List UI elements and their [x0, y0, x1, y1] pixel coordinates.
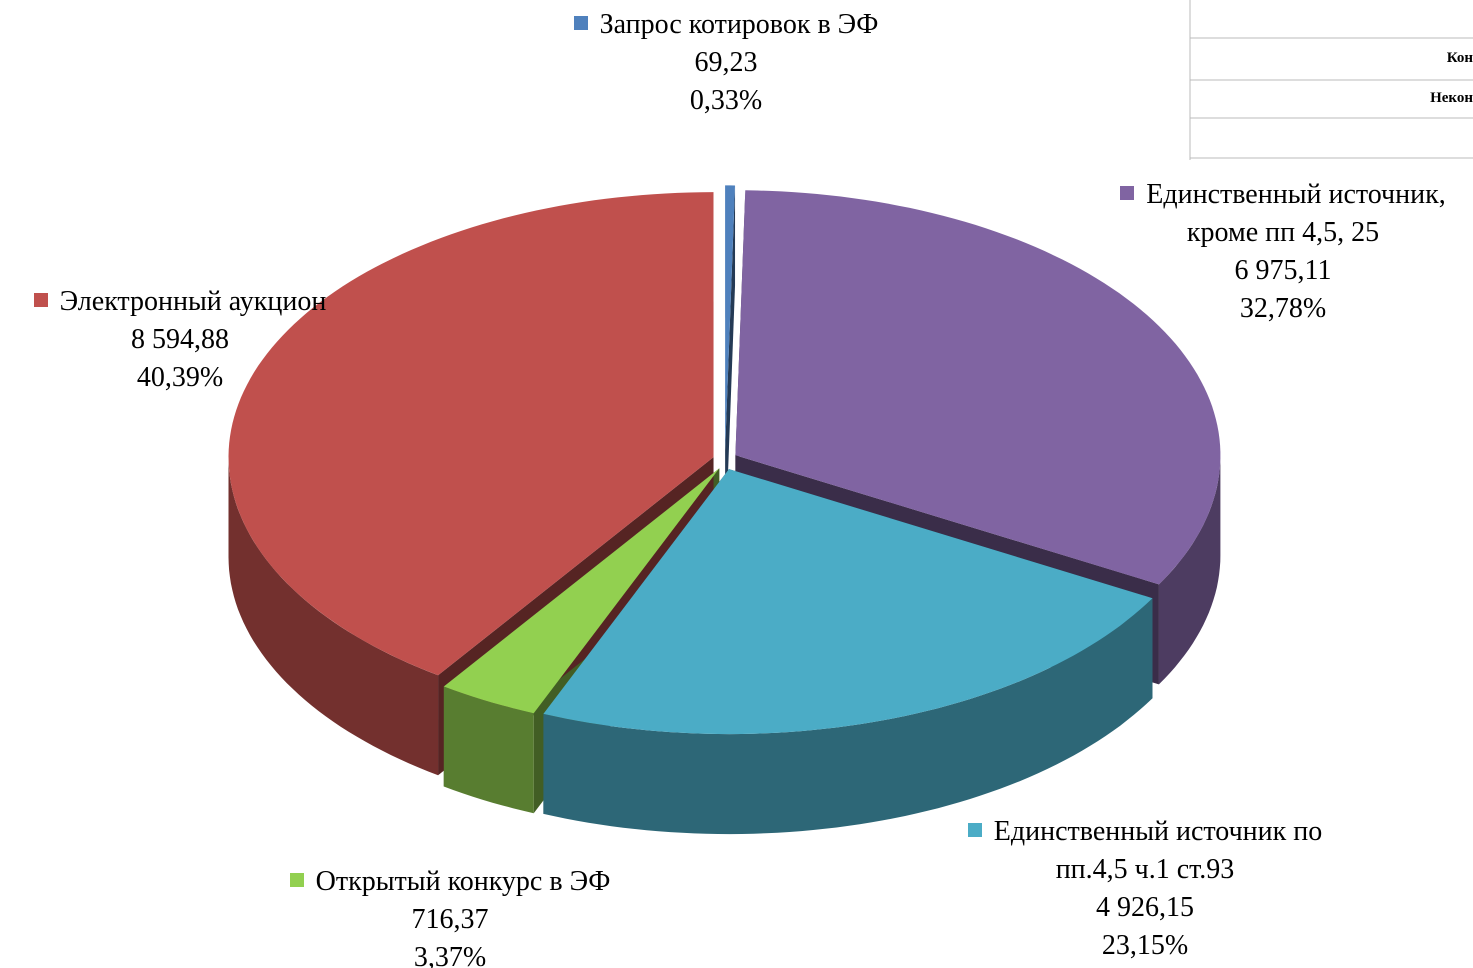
- value-label: 4 926,15: [1096, 892, 1194, 923]
- data-label: Запрос котировок в ЭФ 69,23 0,33%: [516, 6, 936, 120]
- percent-label: 32,78%: [1239, 293, 1327, 324]
- slice: [543, 469, 1153, 735]
- percent-label: 0,33%: [689, 85, 763, 116]
- slice: [725, 185, 735, 451]
- value-label: 716,37: [411, 904, 489, 935]
- data-label: Электронный аукцион 8 594,88 40,39%: [0, 283, 360, 397]
- slice: [228, 192, 714, 676]
- slice: [443, 468, 720, 714]
- legend-swatch: [33, 293, 48, 307]
- category-name: Единственный источник по пп.4,5 ч.1 ст.9…: [993, 816, 1323, 885]
- legend-entry: Единственный источник, кроме пп 4,5, 25: [1097, 176, 1469, 252]
- legend-swatch: [573, 16, 588, 30]
- data-label: Единственный источник по пп.4,5 ч.1 ст.9…: [935, 813, 1355, 965]
- category-name: Запрос котировок в ЭФ: [599, 9, 879, 40]
- percent-label: 3,37%: [413, 942, 487, 968]
- slice-side: [443, 686, 534, 814]
- percent-label: 40,39%: [136, 362, 224, 393]
- pie-tops: [228, 185, 1221, 735]
- slice-side: [1158, 455, 1221, 685]
- data-label: Единственный источник, кроме пп 4,5, 25 6…: [1097, 176, 1469, 328]
- value-label: 8 594,88: [131, 324, 229, 355]
- legend-entry: Единственный источник по пп.4,5 ч.1 ст.9…: [935, 813, 1355, 889]
- slice-side: [228, 457, 439, 776]
- legend-entry: Электронный аукцион: [0, 283, 360, 321]
- slice-cut-face: [725, 185, 736, 551]
- category-name: Электронный аукцион: [59, 286, 327, 317]
- value-label: 6 975,11: [1234, 255, 1332, 286]
- legend-entry: Запрос котировок в ЭФ: [516, 6, 936, 44]
- table-fragment: [1189, 0, 1473, 160]
- slice-side: [543, 598, 1153, 835]
- percent-label: 23,15%: [1101, 930, 1189, 961]
- table-cell: Кон: [1446, 50, 1473, 66]
- table-cell: Некон: [1430, 90, 1473, 106]
- legend-swatch: [289, 873, 304, 887]
- legend-swatch: [1120, 186, 1135, 200]
- category-name: Открытый конкурс в ЭФ: [315, 866, 611, 897]
- value-label: 69,23: [694, 47, 758, 78]
- legend-entry: Открытый конкурс в ЭФ: [240, 863, 660, 901]
- category-name: Единственный источник, кроме пп 4,5, 25: [1146, 179, 1446, 248]
- slice: [735, 190, 1221, 585]
- data-label: Открытый конкурс в ЭФ 716,37 3,37%: [240, 863, 660, 968]
- legend-swatch: [967, 823, 982, 837]
